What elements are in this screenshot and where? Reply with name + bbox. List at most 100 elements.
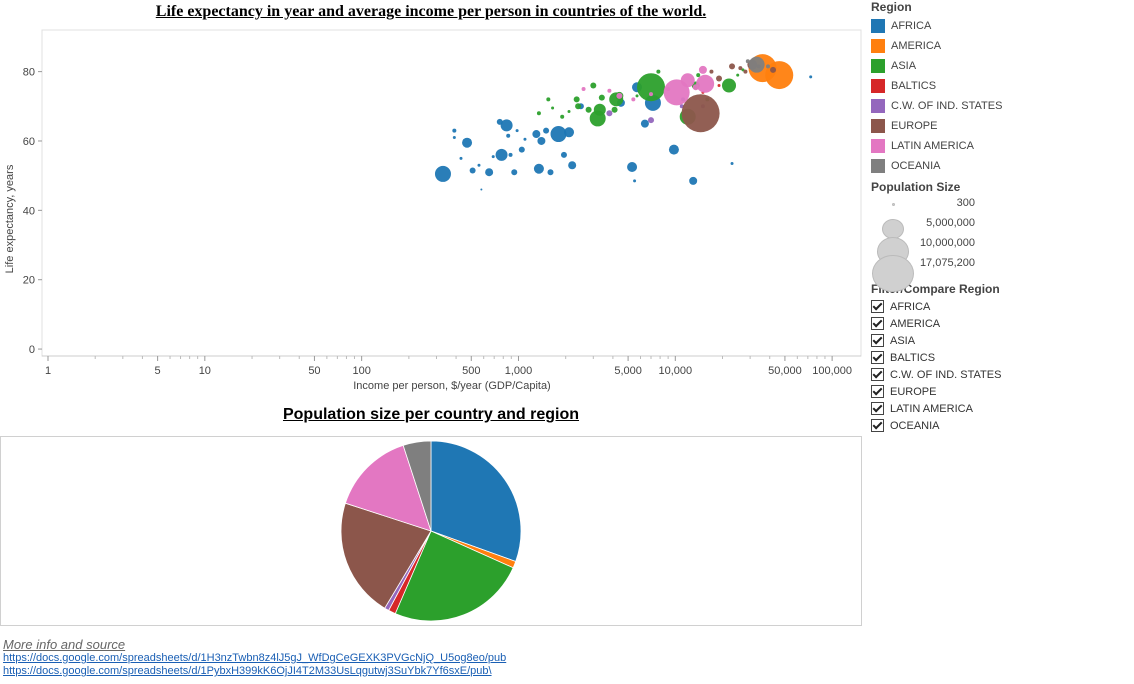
- scatter-point-c-w-of-ind-states[interactable]: [648, 117, 655, 124]
- scatter-point-europe[interactable]: [738, 66, 743, 71]
- region-legend-item[interactable]: EUROPE: [871, 116, 1131, 136]
- scatter-point-africa[interactable]: [523, 137, 527, 141]
- scatter-point-europe[interactable]: [729, 63, 736, 70]
- scatter-point-europe[interactable]: [716, 75, 723, 82]
- scatter-point-asia[interactable]: [551, 106, 555, 110]
- scatter-point-africa[interactable]: [564, 127, 575, 138]
- scatter-point-asia[interactable]: [590, 82, 597, 89]
- filter-item[interactable]: BALTICS: [871, 349, 1131, 366]
- scatter-point-latin-america[interactable]: [696, 74, 715, 93]
- scatter-point-africa[interactable]: [560, 151, 567, 158]
- scatter-point-africa[interactable]: [506, 133, 511, 138]
- scatter-point-asia[interactable]: [546, 97, 551, 102]
- filter-checkbox[interactable]: [871, 402, 884, 415]
- scatter-point-oceania[interactable]: [748, 56, 765, 73]
- filter-checkbox[interactable]: [871, 385, 884, 398]
- scatter-point-asia[interactable]: [575, 103, 582, 110]
- scatter-point-africa[interactable]: [434, 165, 451, 182]
- scatter-point-asia[interactable]: [573, 96, 580, 103]
- scatter-point-asia[interactable]: [598, 94, 605, 101]
- scatter-point-africa[interactable]: [477, 163, 481, 167]
- scatter-point-africa[interactable]: [495, 148, 508, 161]
- scatter-point-africa[interactable]: [462, 137, 473, 148]
- scatter-point-africa[interactable]: [500, 119, 513, 132]
- scatter-point-baltics[interactable]: [717, 83, 721, 87]
- pie-slice-latin-america[interactable]: [344, 444, 432, 532]
- pie-slices[interactable]: [340, 440, 522, 622]
- region-legend-item[interactable]: ASIA: [871, 56, 1131, 76]
- filter-item[interactable]: OCEANIA: [871, 417, 1131, 434]
- filter-checkbox[interactable]: [871, 419, 884, 432]
- filter-item[interactable]: EUROPE: [871, 383, 1131, 400]
- pie-chart[interactable]: [0, 436, 862, 626]
- scatter-point-asia[interactable]: [656, 69, 661, 74]
- filter-checkbox[interactable]: [871, 368, 884, 381]
- scatter-point-africa[interactable]: [633, 179, 637, 183]
- scatter-point-africa[interactable]: [491, 155, 495, 159]
- scatter-point-africa[interactable]: [568, 161, 577, 170]
- region-legend-item[interactable]: LATIN AMERICA: [871, 136, 1131, 156]
- source-link-2[interactable]: https://docs.google.com/spreadsheets/d/1…: [3, 665, 492, 677]
- scatter-point-africa[interactable]: [511, 169, 518, 176]
- scatter-point-asia[interactable]: [637, 73, 666, 102]
- region-legend-item[interactable]: AFRICA: [871, 16, 1131, 36]
- scatter-point-asia[interactable]: [635, 94, 639, 98]
- scatter-point-europe[interactable]: [709, 69, 714, 74]
- scatter-point-latin-america[interactable]: [607, 88, 612, 93]
- scatter-point-africa[interactable]: [537, 136, 546, 145]
- scatter-point-asia[interactable]: [722, 78, 737, 93]
- region-legend-item[interactable]: AMERICA: [871, 36, 1131, 56]
- filter-checkbox[interactable]: [871, 351, 884, 364]
- scatter-chart[interactable]: 0 20 40 60 80 1 5 10 50 100 500 1,000 5,000 10,000 50…: [0, 26, 862, 396]
- scatter-point-latin-america[interactable]: [680, 73, 695, 88]
- scatter-point-africa[interactable]: [515, 129, 519, 133]
- scatter-point-europe[interactable]: [770, 66, 777, 73]
- filter-item[interactable]: AFRICA: [871, 298, 1131, 315]
- scatter-point-latin-america[interactable]: [692, 84, 699, 91]
- scatter-point-africa[interactable]: [689, 176, 698, 185]
- scatter-point-africa[interactable]: [627, 161, 638, 172]
- scatter-point-asia[interactable]: [736, 73, 740, 77]
- filter-item[interactable]: LATIN AMERICA: [871, 400, 1131, 417]
- filter-item[interactable]: ASIA: [871, 332, 1131, 349]
- scatter-point-oceania[interactable]: [745, 59, 750, 64]
- scatter-point-africa[interactable]: [547, 169, 554, 176]
- scatter-point-latin-america[interactable]: [616, 92, 623, 99]
- scatter-point-asia[interactable]: [560, 114, 565, 119]
- scatter-point-asia[interactable]: [696, 73, 701, 78]
- scatter-point-africa[interactable]: [550, 126, 567, 143]
- pie-slice-africa[interactable]: [430, 440, 522, 562]
- scatter-point-asia[interactable]: [593, 103, 606, 116]
- region-legend-item[interactable]: OCEANIA: [871, 156, 1131, 176]
- scatter-point-asia[interactable]: [567, 110, 571, 113]
- pie-slice-europe[interactable]: [340, 502, 432, 609]
- scatter-point-africa[interactable]: [668, 144, 679, 155]
- scatter-point-oceania[interactable]: [765, 64, 770, 69]
- scatter-point-africa[interactable]: [480, 188, 483, 191]
- scatter-point-africa[interactable]: [452, 136, 456, 140]
- scatter-point-asia[interactable]: [611, 106, 618, 113]
- scatter-point-africa[interactable]: [533, 163, 544, 174]
- scatter-point-africa[interactable]: [730, 162, 734, 166]
- filter-checkbox[interactable]: [871, 300, 884, 313]
- scatter-point-africa[interactable]: [452, 128, 457, 133]
- scatter-point-africa[interactable]: [469, 167, 476, 174]
- scatter-point-africa[interactable]: [496, 118, 503, 125]
- scatter-point-africa[interactable]: [508, 152, 513, 157]
- scatter-point-latin-america[interactable]: [631, 97, 636, 102]
- scatter-point-latin-america[interactable]: [581, 86, 586, 91]
- pie-slice-asia[interactable]: [394, 530, 514, 622]
- scatter-point-africa[interactable]: [485, 168, 494, 177]
- filter-checkbox[interactable]: [871, 334, 884, 347]
- scatter-point-europe[interactable]: [681, 94, 720, 133]
- source-link-1[interactable]: https://docs.google.com/spreadsheets/d/1…: [3, 652, 507, 664]
- scatter-point-africa[interactable]: [532, 130, 541, 139]
- filter-item[interactable]: C.W. OF IND. STATES: [871, 366, 1131, 383]
- scatter-points[interactable]: [434, 54, 813, 191]
- scatter-point-africa[interactable]: [543, 127, 550, 134]
- scatter-point-asia[interactable]: [585, 106, 592, 113]
- scatter-point-africa[interactable]: [459, 156, 463, 160]
- scatter-point-africa[interactable]: [518, 146, 525, 153]
- scatter-point-c-w-of-ind-states[interactable]: [606, 110, 613, 117]
- scatter-point-africa[interactable]: [640, 119, 649, 128]
